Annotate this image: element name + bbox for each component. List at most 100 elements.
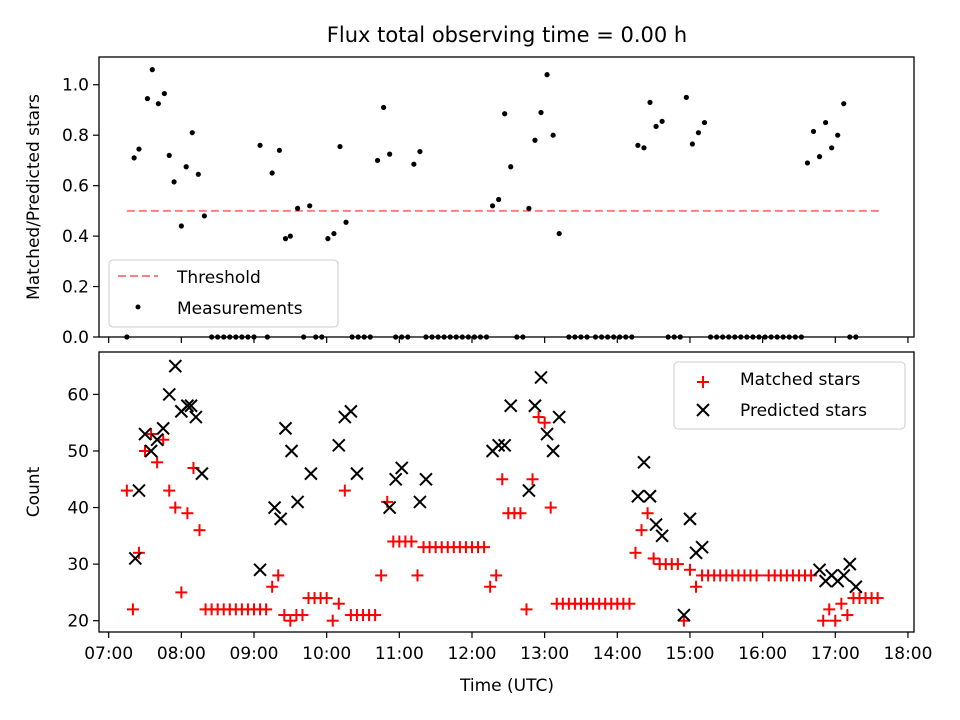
predicted-star-point [189, 410, 203, 424]
predicted-star-point [162, 387, 176, 402]
matched-star-point [272, 569, 285, 582]
matched-star-point [369, 609, 382, 622]
measurement-point [417, 148, 423, 155]
measurement-point [149, 67, 155, 73]
predicted-star-point [528, 399, 542, 413]
predicted-star-point [273, 512, 288, 526]
predicted-star-point [683, 512, 697, 526]
measurement-point [387, 151, 393, 157]
predicted-star-point [195, 466, 209, 481]
predicted-star-point [677, 608, 691, 622]
matched-star-point [278, 609, 291, 622]
measurement-point [178, 223, 184, 229]
y-tick-label: 1.0 [62, 76, 89, 96]
matched-star-point [629, 546, 642, 559]
matched-star-point [338, 484, 351, 497]
x-tick-label: 07:00 [84, 644, 133, 664]
x-tick-label: 09:00 [230, 644, 279, 664]
matched-star-point [260, 603, 273, 616]
matched-star-point [532, 411, 545, 424]
measurement-point [532, 137, 538, 143]
predicted-star-point [504, 399, 518, 413]
x-tick-label: 17:00 [811, 644, 860, 664]
measurement-point [635, 142, 641, 148]
predicted-star-point [180, 399, 195, 413]
measurement-point [502, 111, 508, 117]
legend-predicted-label: Predicted stars [740, 401, 867, 421]
measurement-point [374, 157, 381, 164]
measurement-point [144, 96, 151, 102]
predicted-star-point [497, 438, 512, 453]
bottom-panel: 20 30 40 50 60 07:00 08:00 09:00 10:00 11:00 12:00… [24, 351, 932, 696]
predicted-star-point [132, 483, 146, 498]
matched-star-point [490, 569, 503, 582]
matched-star-point [514, 507, 527, 520]
matched-star-point [823, 603, 836, 616]
x-tick-label: 16:00 [738, 644, 787, 664]
predicted-star-point [540, 427, 554, 441]
top-legend: Threshold Measurements [108, 259, 339, 328]
measurement-point [659, 118, 665, 124]
matched-star-point [266, 580, 279, 593]
y-tick-label: 0.4 [62, 227, 89, 247]
measurement-point [835, 132, 841, 138]
x-tick-label: 18:00 [883, 644, 932, 664]
y-tick-label: 20 [67, 612, 89, 632]
matched-star-point [284, 614, 297, 627]
matched-star-point [623, 597, 636, 610]
predicted-star-point [631, 489, 645, 503]
predicted-star-point [491, 438, 506, 453]
predicted-star-point [253, 563, 267, 577]
matched-star-point [157, 433, 170, 446]
matched-star-point [411, 569, 424, 582]
y-tick-label: 0.2 [62, 278, 89, 298]
matched-star-point [671, 558, 684, 571]
measurement-point [131, 155, 137, 161]
predicted-star-point [522, 483, 536, 498]
predicted-star-point [837, 568, 851, 583]
measurement-point [276, 147, 283, 153]
x-tick-label: 15:00 [665, 644, 714, 664]
measurement-point [804, 160, 811, 166]
predicted-star-point [849, 580, 863, 594]
matched-star-point [320, 592, 333, 605]
legend-measurements-swatch [135, 304, 141, 310]
measurement-point [195, 171, 201, 177]
matched-star-point [690, 580, 703, 593]
predicted-star-point [413, 495, 427, 509]
matched-star-point [835, 597, 848, 610]
measurement-point [489, 203, 496, 209]
measurement-point [695, 130, 702, 136]
measurement-point [526, 205, 532, 211]
measurement-point [683, 94, 689, 100]
matched-star-point [520, 603, 533, 616]
matched-star-point [871, 592, 884, 605]
predicted-star-point [843, 557, 857, 571]
predicted-star-point [267, 500, 282, 515]
predicted-star-point [534, 370, 548, 385]
matched-star-point [296, 609, 309, 622]
matched-star-point [484, 580, 497, 593]
matched-star-point [132, 546, 145, 559]
measurement-point [189, 130, 195, 136]
legend-matched-label: Matched stars [740, 370, 860, 390]
legend-measurements-label: Measurements [177, 299, 303, 319]
predicted-star-point [344, 404, 358, 419]
y-tick-label: 60 [67, 385, 89, 405]
y-tick-label: 50 [67, 442, 89, 462]
measurement-point [269, 170, 275, 176]
matched-star-point [151, 456, 164, 469]
measurement-point [380, 104, 387, 111]
matched-star-point [120, 484, 133, 497]
matched-star-point [126, 603, 139, 616]
measurement-point [810, 128, 817, 135]
measurement-point [841, 101, 847, 107]
y-tick-label: 0.6 [62, 177, 89, 197]
matched-star-point [677, 614, 690, 627]
matched-star-point [538, 416, 551, 429]
matched-star-point [193, 524, 206, 537]
predicted-star-point [168, 359, 182, 373]
matched-star-point [829, 614, 842, 627]
top-y-axis-label: Matched/Predicted stars [24, 94, 44, 300]
measurement-point [287, 233, 293, 239]
